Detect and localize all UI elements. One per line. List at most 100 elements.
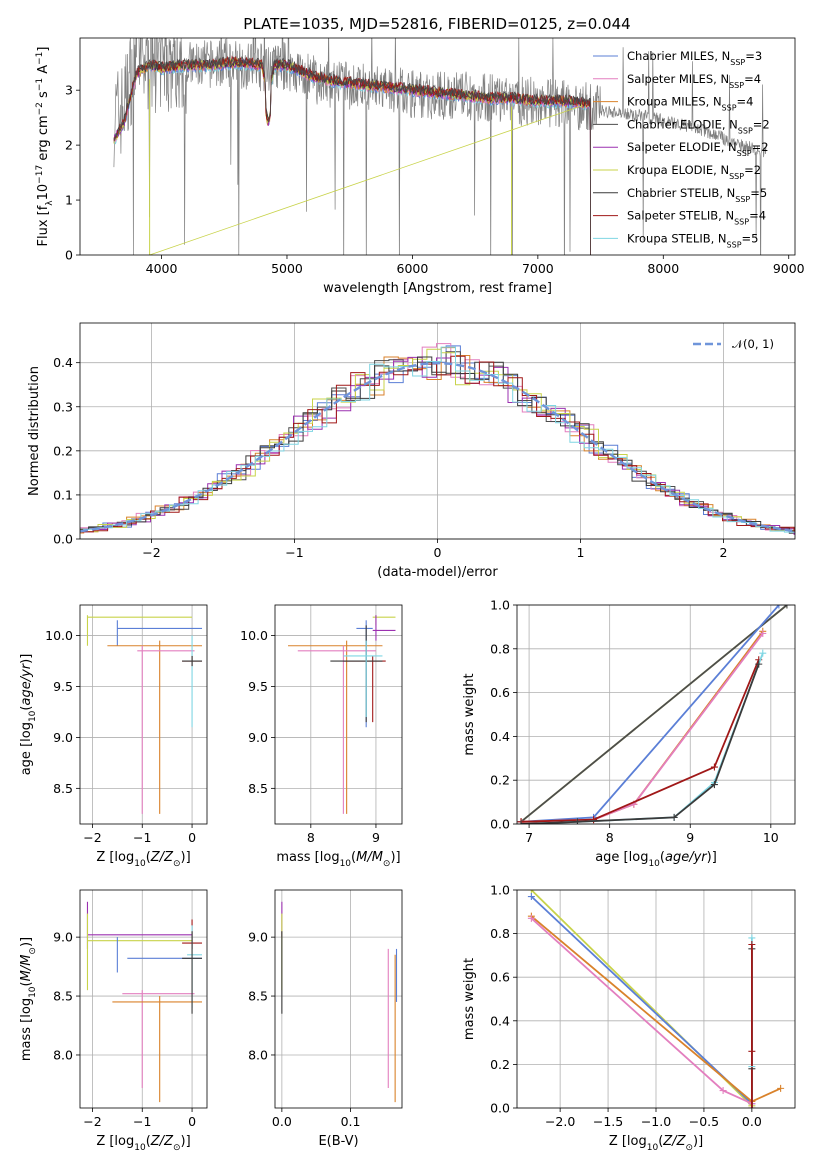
x-axis-label: E(B-V) [318, 1134, 358, 1149]
cumulative-point [748, 934, 756, 942]
label-part: Flux [f [36, 205, 51, 246]
label-part: 10 [647, 1143, 659, 1153]
y-axis-label: mass [log10(M/M⊙)] [19, 937, 38, 1061]
ticks: 0.0 0.1 8.0 8.5 9.0 [248, 930, 360, 1129]
plot-area [86, 901, 203, 1103]
label-part: −17 [35, 165, 45, 184]
legend-entry-label: Salpeter MILES, NSSP=4 [627, 72, 761, 90]
legend-label-text: Kroupa ELODIE, N [627, 163, 729, 177]
axes-frame [274, 604, 403, 825]
label-part: Z/Z [150, 1134, 174, 1149]
label-part: erg cm [36, 115, 51, 164]
cumulative-point [755, 660, 763, 668]
legend-entry-label: Salpeter ELODIE, NSSP=2 [627, 140, 769, 158]
normal-distribution-curve [80, 361, 793, 533]
legend-label-text: Chabrier STELIB, N [627, 186, 735, 200]
cumulative-point [527, 890, 535, 894]
label-part: )] [19, 654, 34, 664]
legend-label-text: Salpeter STELIB, N [627, 209, 734, 223]
x-tick-label: 9 [372, 830, 380, 845]
label-part: A [36, 65, 51, 78]
cumulative-point [719, 1087, 727, 1095]
legend-label-tail: =4 [737, 95, 754, 109]
cumulative-line [530, 895, 753, 1105]
label-part: )] [390, 850, 400, 865]
x-tick-label: 0.1 [341, 1114, 361, 1129]
axes-frame [79, 604, 208, 825]
ticks: 4000 5000 6000 7000 8000 9000 0 1 2 3 [65, 83, 805, 276]
figure-title: PLATE=1035, MJD=52816, FIBERID=0125, z=0… [243, 15, 630, 33]
x-tick-label: 8 [606, 830, 614, 845]
label-part: M/M [19, 955, 34, 982]
x-tick-label: 9000 [773, 261, 805, 276]
label-part: 10 [134, 1143, 146, 1153]
legend-label-sub: SSP [729, 80, 744, 89]
y-tick-label: 0.4 [53, 355, 73, 370]
x-tick-label: −1.5 [593, 1114, 623, 1129]
grid-lines [80, 605, 207, 824]
cumulative-point [573, 818, 581, 824]
legend-entry-label: 𝒩(0, 1) [732, 337, 774, 351]
legend-label-text: Salpeter ELODIE, N [627, 140, 737, 154]
histogram-salpeter-elodie [80, 356, 795, 535]
x-tick-label: −1 [133, 830, 151, 845]
y-tick-label: 0.6 [490, 685, 510, 700]
label-part: (data-model)/error [377, 565, 498, 580]
x-tick-label: 4000 [146, 261, 178, 276]
x-tick-label: 0 [188, 830, 196, 845]
legend-label-sub: SSP [722, 103, 737, 112]
legend-entry-label: Chabrier STELIB, NSSP=5 [627, 186, 767, 204]
label-part: ] [36, 47, 51, 52]
label-part: Z [log [96, 850, 134, 865]
y-tick-label: 8.0 [53, 1047, 73, 1062]
label-part: −2 [35, 102, 45, 115]
age-vs-mass-panel: 8 9 8.5 9.0 9.5 10.0 mass [log10(M/M⊙)] [240, 604, 403, 869]
legend-entry-label: Kroupa STELIB, NSSP=5 [627, 231, 758, 249]
spectrum-model-line-chabrier-elodie [113, 56, 591, 255]
label-part: 10 [648, 859, 660, 869]
grid-lines [275, 890, 402, 1108]
legend-entry-label: Kroupa ELODIE, NSSP=2 [627, 163, 761, 181]
cumulative-point [517, 820, 525, 824]
label-part: Normed distribution [27, 366, 42, 496]
x-tick-label: −0.5 [689, 1114, 719, 1129]
legend-label-tail: =2 [744, 163, 761, 177]
legend-label-sub: SSP [737, 149, 752, 158]
label-part: λ [45, 200, 55, 206]
label-part: ⊙ [383, 859, 391, 869]
x-tick-label: 0 [188, 1114, 196, 1129]
legend-label-tail: =4 [749, 209, 766, 223]
y-tick-label: 0.0 [490, 817, 510, 832]
y-tick-label: 9.0 [248, 930, 268, 945]
y-tick-label: 0.2 [53, 443, 73, 458]
y-tick-label: 3 [65, 83, 73, 98]
legend-entry-label: Kroupa MILES, NSSP=4 [627, 95, 753, 113]
y-tick-label: 1.0 [490, 598, 510, 613]
legend-label-text: Chabrier ELODIE, N [627, 117, 738, 131]
x-tick-label: 0.0 [272, 1114, 292, 1129]
legend-label-sub: SSP [735, 194, 750, 203]
label-part: Z/Z [662, 1134, 686, 1149]
label-part: Z/Z [150, 850, 174, 865]
label-part: s [36, 91, 51, 102]
y-tick-label: 0.8 [490, 926, 510, 941]
mass-vs-metallicity-panel: −2 −1 08.08.59.0Z [log10(Z/Z⊙)]mass [log10… [19, 889, 208, 1153]
cumulative-point [527, 893, 535, 901]
cumulative-point [783, 605, 791, 609]
cumulative-line [520, 605, 788, 823]
y-tick-label: 0.2 [490, 773, 510, 788]
label-part: mass [log [19, 998, 34, 1061]
plot-area [113, 38, 767, 255]
x-tick-label: 8000 [647, 261, 679, 276]
grid-lines [80, 890, 207, 1108]
label-part: age/yr [665, 850, 708, 865]
y-tick-label: 8.5 [248, 781, 268, 796]
axes-frame [79, 37, 796, 256]
x-axis-label: (data-model)/error [377, 565, 498, 580]
label-part: 10 [28, 710, 38, 722]
x-tick-label: 2 [720, 545, 728, 560]
legend-label-text: Kroupa MILES, N [627, 95, 722, 109]
legend-label-text: Kroupa STELIB, N [627, 231, 727, 245]
